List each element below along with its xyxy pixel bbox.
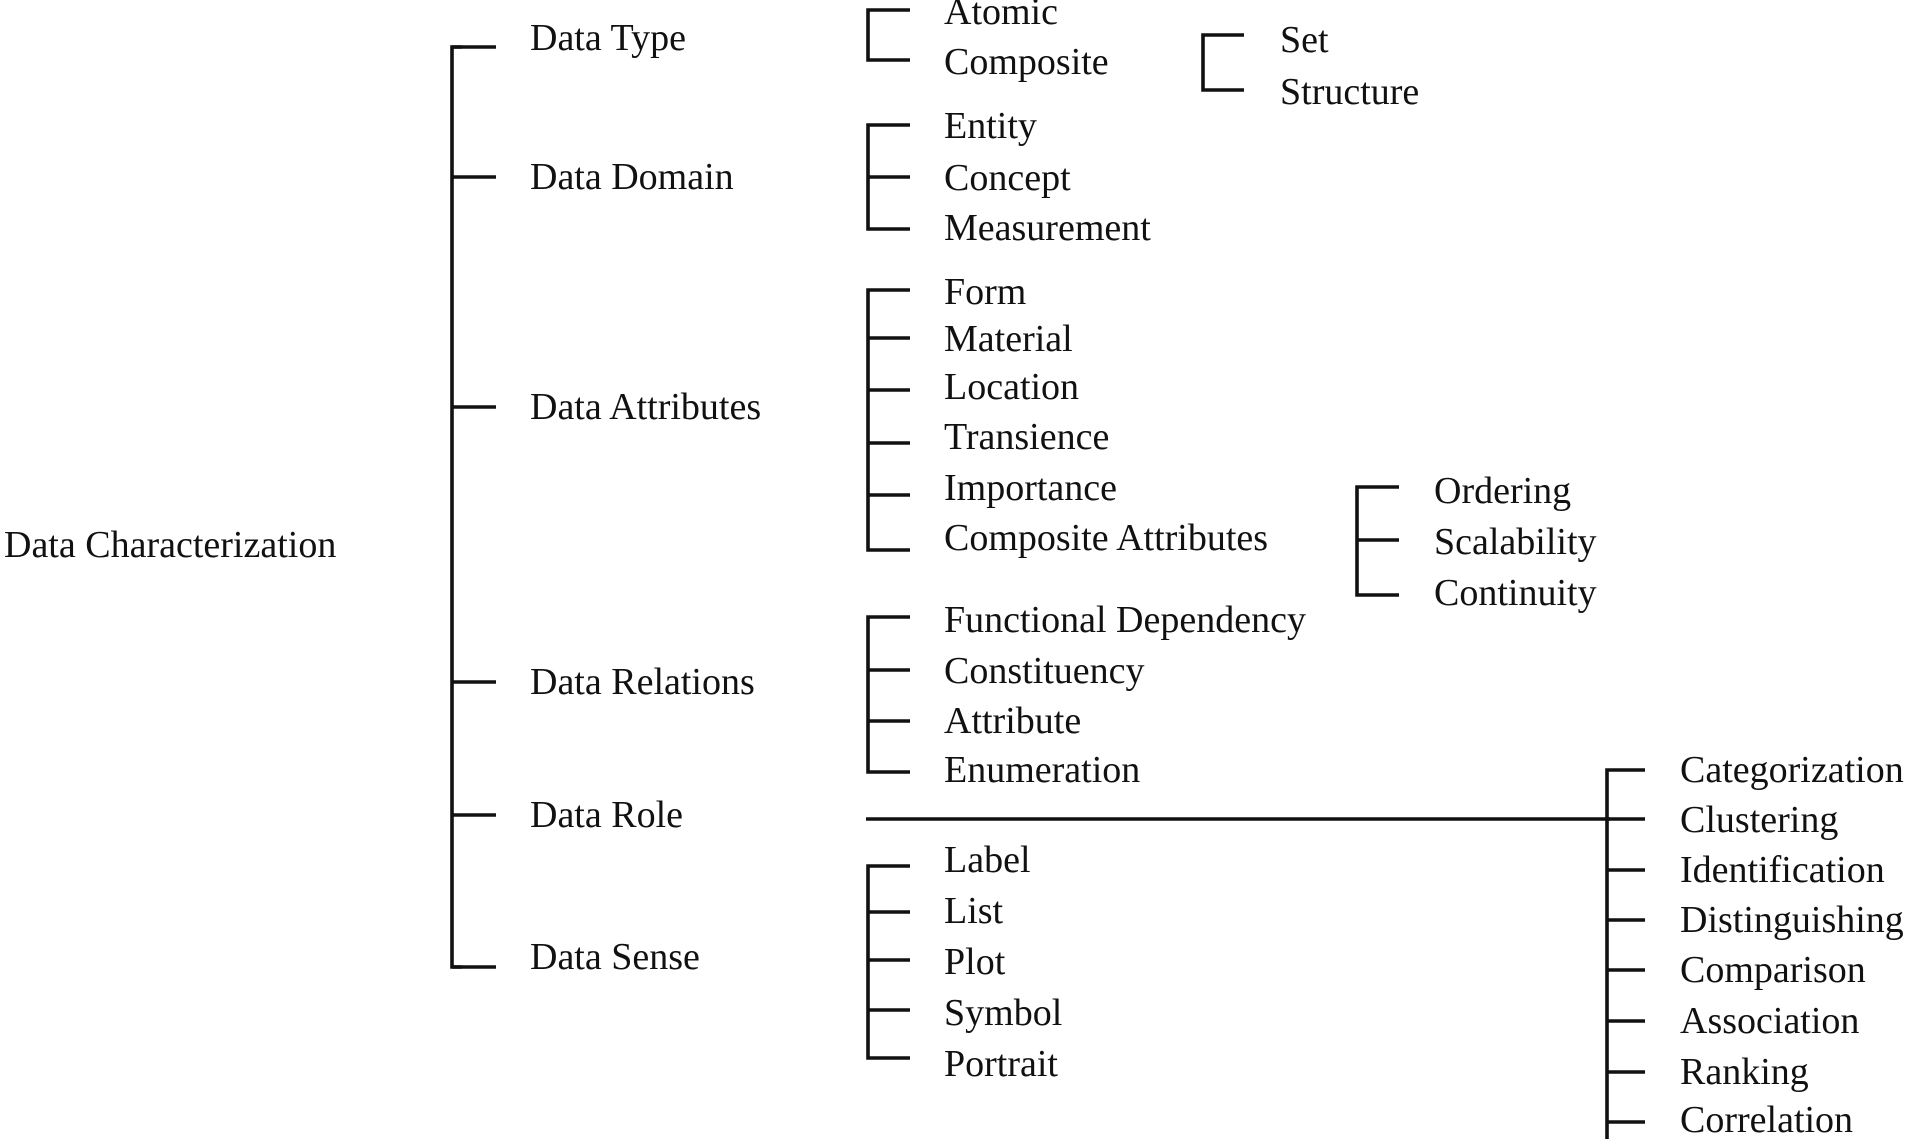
leaf-categorization: Categorization [1680, 749, 1904, 791]
category-data-domain: Data Domain [530, 156, 734, 198]
leaf-location: Location [944, 366, 1080, 408]
category-data-relations: Data Relations [530, 661, 755, 703]
leaf-continuity: Continuity [1434, 572, 1597, 614]
leaf-structure: Structure [1280, 71, 1420, 113]
leaf-transience: Transience [944, 416, 1110, 458]
leaf-scalability: Scalability [1434, 521, 1597, 563]
leaf-ordering: Ordering [1434, 470, 1572, 512]
leaf-form: Form [944, 271, 1027, 313]
root-bracket [450, 45, 462, 969]
leaf-portrait: Portrait [944, 1043, 1058, 1085]
leaf-attribute: Attribute [944, 700, 1082, 742]
leaf-entity: Entity [944, 105, 1037, 147]
leaf-association: Association [1680, 1000, 1860, 1042]
category-data-type: Data Type [530, 17, 686, 59]
leaf-identification: Identification [1680, 849, 1885, 891]
category-data-sense: Data Sense [530, 936, 700, 978]
data-relations-bracket [866, 615, 910, 774]
composite-bracket [1201, 33, 1244, 92]
category-data-role: Data Role [530, 794, 684, 836]
leaf-ranking: Ranking [1680, 1051, 1809, 1093]
leaf-measurement: Measurement [944, 207, 1151, 249]
data-sense-bracket [866, 864, 910, 1060]
data-type-bracket [866, 8, 910, 62]
leaf-composite: Composite [944, 41, 1109, 83]
leaf-symbol: Symbol [944, 992, 1063, 1034]
leaf-functional-dependency: Functional Dependency [944, 599, 1306, 641]
leaf-label: Label [944, 839, 1031, 881]
leaf-constituency: Constituency [944, 650, 1145, 692]
leaf-importance: Importance [944, 467, 1118, 509]
leaf-clustering: Clustering [1680, 799, 1839, 841]
leaf-correlation: Correlation [1680, 1099, 1854, 1141]
leaf-atomic: Atomic [944, 0, 1058, 33]
leaf-material: Material [944, 318, 1073, 360]
category-data-attributes: Data Attributes [530, 386, 762, 428]
data-role-bracket [1605, 768, 1645, 1139]
leaf-distinguishing: Distinguishing [1680, 899, 1904, 941]
leaf-plot: Plot [944, 941, 1006, 983]
leaf-composite-attributes: Composite Attributes [944, 517, 1269, 559]
leaf-enumeration: Enumeration [944, 749, 1141, 791]
root-node: Data Characterization [4, 524, 337, 566]
leaf-comparison: Comparison [1680, 949, 1866, 991]
leaf-set: Set [1280, 19, 1329, 61]
leaf-concept: Concept [944, 157, 1071, 199]
leaf-list: List [944, 890, 1004, 932]
data-attributes-bracket [866, 288, 910, 552]
